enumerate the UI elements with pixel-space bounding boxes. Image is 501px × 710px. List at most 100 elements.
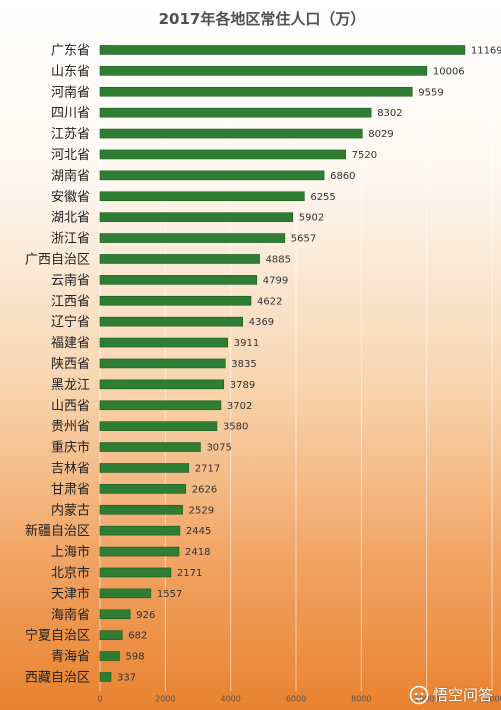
value-label: 926 <box>136 610 155 621</box>
value-label: 9559 <box>418 87 443 98</box>
grid-lines <box>99 39 493 692</box>
bar <box>99 546 180 557</box>
category-label: 上海市 <box>51 544 90 560</box>
bar <box>99 442 201 452</box>
bar <box>99 525 181 536</box>
bar <box>99 504 183 515</box>
bar <box>99 275 258 285</box>
bar <box>99 463 190 473</box>
bar <box>99 86 413 97</box>
bar <box>99 421 218 431</box>
value-label: 6255 <box>310 192 335 203</box>
value-label: 8302 <box>377 108 402 119</box>
bar <box>99 672 112 682</box>
x-tick-label: 8000 <box>351 694 371 703</box>
category-label: 宁夏自治区 <box>25 628 90 644</box>
value-label: 3789 <box>230 380 255 391</box>
category-label: 山西省 <box>51 399 90 414</box>
category-label: 广东省 <box>51 43 90 58</box>
category-label: 甘肃省 <box>51 482 90 497</box>
x-tick-label: 4000 <box>220 694 240 703</box>
category-label: 辽宁省 <box>51 314 90 330</box>
bar <box>99 149 346 160</box>
value-label: 5657 <box>291 234 316 245</box>
value-label: 598 <box>126 652 145 663</box>
category-label: 云南省 <box>51 272 90 288</box>
bar <box>99 484 187 494</box>
value-label: 2418 <box>185 547 210 558</box>
bar <box>99 170 325 181</box>
bar <box>99 128 363 139</box>
value-label: 4622 <box>257 296 282 307</box>
value-label: 10006 <box>433 66 465 77</box>
bar <box>99 609 131 620</box>
category-label: 北京市 <box>51 565 90 581</box>
category-label: 黑龙江 <box>51 378 90 393</box>
bar <box>99 379 225 390</box>
category-label: 安徽省 <box>51 190 90 205</box>
value-label: 4799 <box>263 275 288 286</box>
category-label: 河南省 <box>51 84 90 100</box>
value-label: 2626 <box>192 484 217 495</box>
category-label: 山东省 <box>51 64 90 79</box>
value-label: 3702 <box>227 401 252 412</box>
category-labels: 广东省山东省河南省四川省江苏省河北省湖南省安徽省湖北省浙江省广西自治区云南省江西… <box>25 43 90 685</box>
bar <box>99 295 252 306</box>
category-label: 吉林省 <box>51 461 90 476</box>
bar <box>99 630 123 640</box>
bar <box>99 400 222 411</box>
value-label: 2529 <box>189 505 214 516</box>
value-label: 3835 <box>231 359 256 370</box>
bar <box>99 337 229 348</box>
bar <box>99 191 305 202</box>
bar <box>99 66 428 76</box>
bar <box>99 212 294 222</box>
category-label: 贵州省 <box>51 420 90 435</box>
value-label: 1557 <box>157 589 182 600</box>
category-label: 浙江省 <box>51 232 90 247</box>
bar <box>99 45 466 55</box>
bars <box>99 45 466 682</box>
value-label: 682 <box>128 631 147 642</box>
wukong-logo-icon <box>409 685 429 704</box>
value-label: 8029 <box>368 129 393 140</box>
bar <box>99 316 244 327</box>
category-label: 江西省 <box>51 294 90 309</box>
bar <box>99 254 260 264</box>
bar <box>99 651 120 661</box>
value-labels: 11169 10006 9559 8302 8029 7520 6860 6255 5902 56… <box>117 45 501 683</box>
category-label: 新疆自治区 <box>25 523 90 539</box>
category-label: 重庆市 <box>51 440 90 456</box>
x-tick-label: 12000 <box>479 694 501 703</box>
value-label: 2171 <box>177 568 202 579</box>
value-label: 5902 <box>299 213 324 224</box>
value-label: 11169 <box>471 45 501 56</box>
value-label: 3075 <box>206 443 231 454</box>
value-label: 7520 <box>352 150 377 161</box>
value-label: 337 <box>117 672 136 683</box>
bar <box>99 107 372 118</box>
category-label: 河北省 <box>51 148 90 163</box>
category-label: 广西自治区 <box>25 252 90 267</box>
x-tick-label: 2000 <box>155 694 175 703</box>
bar <box>99 588 152 599</box>
category-label: 福建省 <box>51 336 90 351</box>
value-label: 4885 <box>266 254 291 265</box>
x-tick-label: 6000 <box>286 694 306 703</box>
category-label: 湖北省 <box>51 211 90 226</box>
value-label: 3911 <box>234 338 259 349</box>
watermark-text: 悟空问答 <box>432 686 493 704</box>
value-label: 6860 <box>330 171 355 182</box>
category-label: 海南省 <box>51 607 90 623</box>
category-label: 天津市 <box>51 586 90 602</box>
chart-title: 2017年各地区常住人口（万） <box>159 10 366 28</box>
bar <box>99 233 286 243</box>
x-tick-label: 0 <box>97 694 102 703</box>
category-label: 湖南省 <box>51 168 90 184</box>
value-label: 2717 <box>195 463 220 474</box>
value-label: 4369 <box>249 317 274 328</box>
category-label: 青海省 <box>51 650 90 665</box>
bar <box>99 358 226 369</box>
